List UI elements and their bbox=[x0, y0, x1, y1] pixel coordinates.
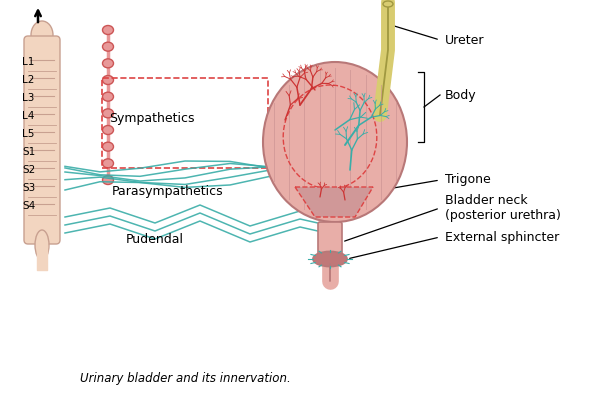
Text: Bladder neck
(posterior urethra): Bladder neck (posterior urethra) bbox=[445, 194, 561, 222]
Text: Urinary bladder and its innervation.: Urinary bladder and its innervation. bbox=[80, 372, 291, 385]
Text: Pudendal: Pudendal bbox=[126, 233, 184, 246]
Text: S4: S4 bbox=[22, 201, 35, 211]
Ellipse shape bbox=[103, 76, 113, 84]
Ellipse shape bbox=[103, 142, 113, 151]
Text: L3: L3 bbox=[22, 93, 34, 103]
Text: L1: L1 bbox=[22, 57, 34, 67]
Text: Body: Body bbox=[445, 88, 476, 102]
Ellipse shape bbox=[103, 26, 113, 34]
Bar bbox=[102, 78, 268, 168]
Ellipse shape bbox=[103, 176, 113, 184]
Text: S3: S3 bbox=[22, 183, 35, 193]
Text: L4: L4 bbox=[22, 111, 34, 121]
Text: L2: L2 bbox=[22, 75, 34, 85]
Ellipse shape bbox=[103, 59, 113, 68]
FancyBboxPatch shape bbox=[318, 222, 342, 259]
Ellipse shape bbox=[313, 252, 347, 266]
Text: External sphincter: External sphincter bbox=[445, 230, 559, 244]
Ellipse shape bbox=[35, 230, 49, 260]
Text: S2: S2 bbox=[22, 165, 35, 175]
Ellipse shape bbox=[103, 92, 113, 101]
Text: S1: S1 bbox=[22, 147, 35, 157]
Text: Trigone: Trigone bbox=[445, 174, 491, 186]
Text: Parasympathetics: Parasympathetics bbox=[112, 185, 224, 198]
Ellipse shape bbox=[31, 21, 53, 49]
Ellipse shape bbox=[103, 126, 113, 134]
Ellipse shape bbox=[383, 1, 393, 7]
Ellipse shape bbox=[263, 62, 407, 222]
Ellipse shape bbox=[103, 109, 113, 118]
Text: Ureter: Ureter bbox=[445, 34, 485, 46]
Polygon shape bbox=[295, 187, 373, 217]
Ellipse shape bbox=[103, 42, 113, 51]
Ellipse shape bbox=[103, 159, 113, 168]
Text: L5: L5 bbox=[22, 129, 34, 139]
FancyBboxPatch shape bbox=[24, 36, 60, 244]
Text: Sympathetics: Sympathetics bbox=[109, 112, 195, 125]
